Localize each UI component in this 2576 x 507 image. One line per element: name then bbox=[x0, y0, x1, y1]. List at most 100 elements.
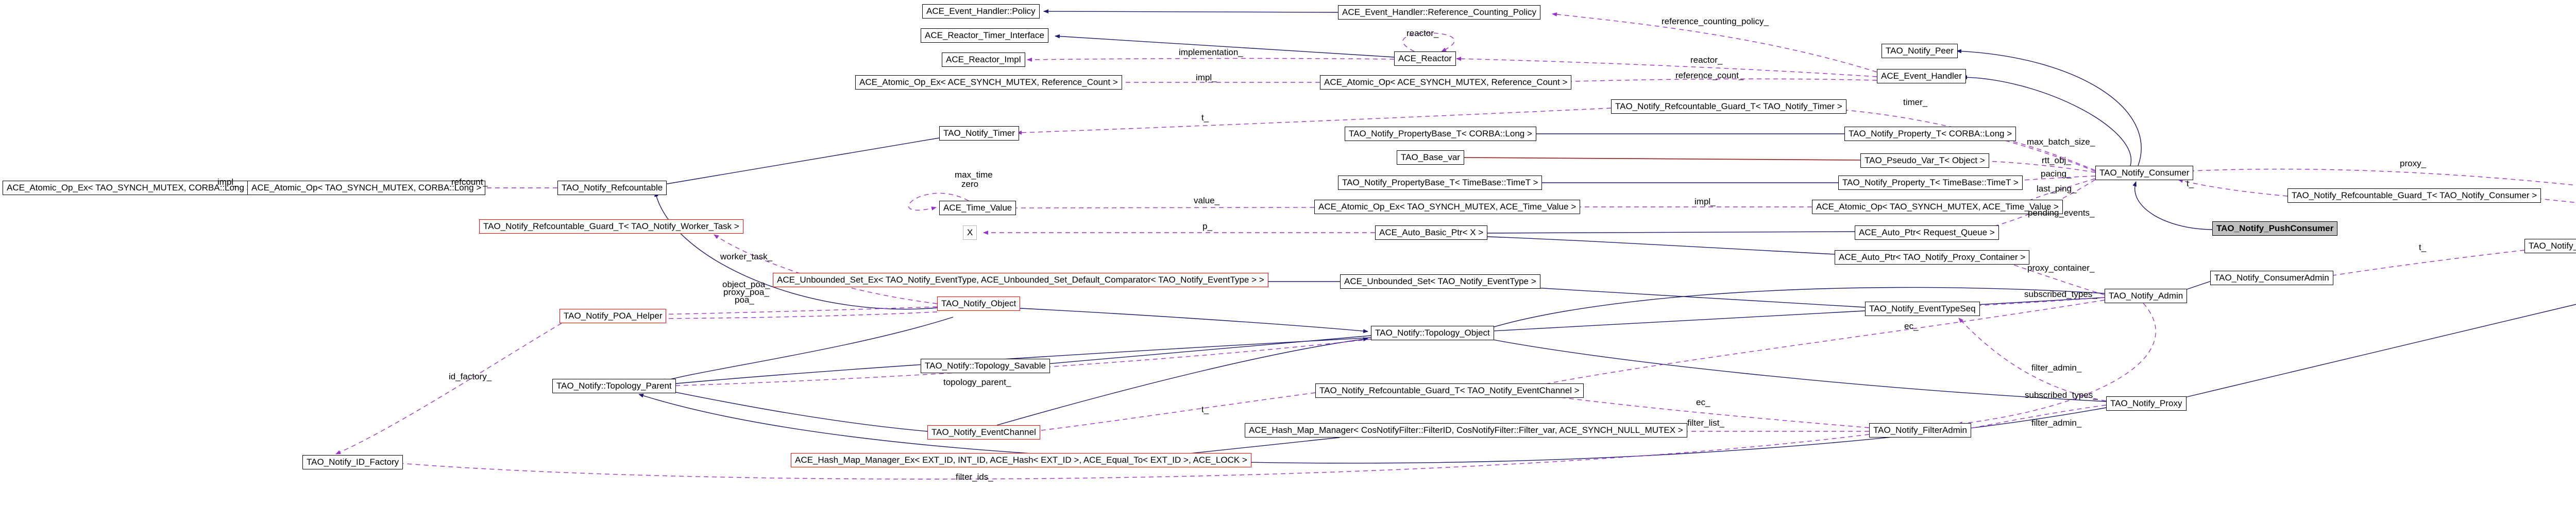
edge-label-filter-ids: filter_ids_ bbox=[956, 472, 993, 482]
node-ace-reactor-impl[interactable]: ACE_Reactor_Impl bbox=[942, 53, 1025, 67]
node-ace-atomic-op-ex-ace-synch-mutex-reference-count[interactable]: ACE_Atomic_Op_Ex< ACE_SYNCH_MUTEX, Refer… bbox=[855, 75, 1122, 90]
edge-object-poa-b bbox=[652, 311, 938, 321]
edge-eventtypeseq-to-unboundedset bbox=[1507, 284, 1866, 308]
node-ace-atomic-op-ex-tao-synch-mutex-ace-time-value[interactable]: ACE_Atomic_Op_Ex< TAO_SYNCH_MUTEX, ACE_T… bbox=[1314, 200, 1581, 214]
edge-label-subscribed-types-a: subscribed_types_ bbox=[2024, 289, 2097, 299]
node-property-timebase-timet[interactable]: TAO_Notify_Property_T< TimeBase::TimeT > bbox=[1838, 176, 2023, 190]
node-ace-auto-ptr-proxy-container[interactable]: ACE_Auto_Ptr< TAO_Notify_Proxy_Container… bbox=[1835, 250, 2030, 265]
node-tao-pseudo-var-object[interactable]: TAO_Pseudo_Var_T< Object > bbox=[1860, 153, 1989, 168]
node-ace-auto-ptr-request-queue[interactable]: ACE_Auto_Ptr< Request_Queue > bbox=[1855, 225, 1999, 240]
edge-admin-ec bbox=[1532, 300, 2105, 388]
node-ace-reactor-timer-interface[interactable]: ACE_Reactor_Timer_Interface bbox=[921, 28, 1048, 43]
edge-label-subscribed-types-b: subscribed_types_ bbox=[2025, 390, 2098, 400]
edge-label-filter-admin-b: filter_admin_ bbox=[2031, 418, 2082, 428]
node-guard-event-channel[interactable]: TAO_Notify_Refcountable_Guard_T< TAO_Not… bbox=[1315, 383, 1584, 398]
edge-label-reactor-loop: reactor_ bbox=[1406, 28, 1439, 38]
edge-object-to-refcountable bbox=[654, 191, 938, 310]
edge-label-ec-a: ec_ bbox=[1904, 321, 1919, 331]
node-topology-parent[interactable]: TAO_Notify::Topology_Parent bbox=[552, 379, 676, 393]
node-guard-timer[interactable]: TAO_Notify_Refcountable_Guard_T< TAO_Not… bbox=[1611, 99, 1846, 114]
edge-label-filter-list: filter_list_ bbox=[1687, 418, 1724, 428]
edge-label-ec-b: ec_ bbox=[1696, 397, 1710, 407]
edge-label-pending-events: pending_events_ bbox=[2028, 208, 2095, 218]
edge-poahelper-id-factory bbox=[335, 323, 562, 454]
edge-autoptr-requestqueue-to-basicptr bbox=[1473, 231, 1855, 235]
edge-timer-to-refcountable bbox=[658, 137, 940, 187]
edge-label-pacing: pacing_ bbox=[2041, 169, 2072, 179]
edge-consumer-max-batch-size bbox=[1989, 134, 2096, 171]
node-ace-event-handler-policy[interactable]: ACE_Event_Handler::Policy bbox=[922, 4, 1040, 19]
node-tao-notify-proxy[interactable]: TAO_Notify_Proxy bbox=[2106, 396, 2187, 411]
edge-label-topology-parent: topology_parent_ bbox=[943, 377, 1011, 387]
node-ace-unbounded-set[interactable]: ACE_Unbounded_Set< TAO_Notify_EventType … bbox=[1340, 274, 1540, 289]
edge-object-poa-a bbox=[652, 306, 938, 317]
edge-filteradmin-ec bbox=[1532, 392, 1870, 428]
edge-pushconsumer-to-consumer bbox=[2132, 181, 2213, 230]
edge-object-to-topologyobject bbox=[1010, 307, 1368, 334]
node-ace-auto-basic-ptr-x[interactable]: ACE_Auto_Basic_Ptr< X > bbox=[1375, 225, 1488, 240]
node-ace-reactor[interactable]: ACE_Reactor bbox=[1394, 51, 1456, 66]
node-tao-notify-consumer[interactable]: TAO_Notify_Consumer bbox=[2095, 166, 2194, 180]
node-tao-base-var[interactable]: TAO_Base_var bbox=[1397, 150, 1464, 165]
edge-label-last-ping: last_ping_ bbox=[2037, 184, 2077, 194]
node-tao-notify-admin[interactable]: TAO_Notify_Admin bbox=[2105, 289, 2188, 303]
node-guard-consumer-admin[interactable]: TAO_Notify_Refcountable_Guard_T< TAO_Not… bbox=[2524, 239, 2576, 253]
edge-label-rtt-obj: rtt_obj_ bbox=[2042, 155, 2071, 165]
node-topology-savable[interactable]: TAO_Notify::Topology_Savable bbox=[921, 359, 1050, 373]
edge-timevalue-self-loop bbox=[908, 193, 969, 211]
edge-label-t-consumer: t_ bbox=[2187, 179, 2194, 188]
node-property-base-timebase-timet[interactable]: TAO_Notify_PropertyBase_T< TimeBase::Tim… bbox=[1338, 176, 1543, 190]
edge-label-t-timer: t_ bbox=[1201, 113, 1209, 123]
edge-label-timer: timer_ bbox=[1903, 97, 1928, 107]
node-ace-time-value[interactable]: ACE_Time_Value bbox=[939, 201, 1016, 215]
edge-label-filter-admin-a: filter_admin_ bbox=[2031, 363, 2082, 373]
edge-label-reference-count: reference_count_ bbox=[1675, 71, 1744, 80]
node-property-base-corba-long[interactable]: TAO_Notify_PropertyBase_T< CORBA::Long > bbox=[1345, 127, 1536, 141]
edge-eventchannel-to-topologyparent bbox=[659, 388, 928, 432]
edge-label-reference-counting-policy: reference_counting_policy_ bbox=[1662, 16, 1769, 26]
node-tao-notify-timer[interactable]: TAO_Notify_Timer bbox=[939, 126, 1019, 141]
node-ace-event-handler-reference-counting-policy[interactable]: ACE_Event_Handler::Reference_Counting_Po… bbox=[1338, 5, 1541, 20]
node-ace-atomic-op-ace-synch-mutex-reference-count[interactable]: ACE_Atomic_Op< ACE_SYNCH_MUTEX, Referenc… bbox=[1320, 75, 1572, 90]
edge-label-max-time: max_time bbox=[955, 170, 993, 180]
node-tao-notify-event-type-seq[interactable]: TAO_Notify_EventTypeSeq bbox=[1865, 302, 1980, 316]
node-ace-atomic-op-tao-synch-mutex-ace-time-value[interactable]: ACE_Atomic_Op< TAO_SYNCH_MUTEX, ACE_Time… bbox=[1812, 200, 2063, 214]
node-tao-notify-id-factory[interactable]: TAO_Notify_ID_Factory bbox=[302, 455, 403, 469]
node-guard-worker-task[interactable]: TAO_Notify_Refcountable_Guard_T< TAO_Not… bbox=[479, 219, 743, 234]
edge-consumeradminguard-t bbox=[2316, 250, 2525, 279]
edge-label-impl-c: impl_ bbox=[217, 177, 239, 187]
edge-label-p: p_ bbox=[1202, 221, 1212, 231]
node-tao-notify-refcountable[interactable]: TAO_Notify_Refcountable bbox=[557, 181, 667, 195]
node-guard-consumer[interactable]: TAO_Notify_Refcountable_Guard_T< TAO_Not… bbox=[2287, 188, 2541, 203]
node-ace-hash-map-manager-ex[interactable]: ACE_Hash_Map_Manager_Ex< EXT_ID, INT_ID,… bbox=[791, 453, 1251, 467]
edge-label-proxy: proxy_ bbox=[2400, 159, 2427, 168]
node-ace-event-handler[interactable]: ACE_Event_Handler bbox=[1877, 69, 1966, 83]
node-ace-unbounded-set-ex[interactable]: ACE_Unbounded_Set_Ex< TAO_Notify_EventTy… bbox=[773, 273, 1268, 287]
node-topology-object[interactable]: TAO_Notify::Topology_Object bbox=[1371, 326, 1494, 340]
node-tao-notify-event-channel[interactable]: TAO_Notify_EventChannel bbox=[927, 425, 1040, 440]
edge-proxy-to-topologyobject bbox=[1482, 336, 2107, 402]
edge-autoptr-proxycontainer-to-basicptr bbox=[1473, 234, 1835, 255]
edge-object-to-topologyparent bbox=[660, 317, 954, 383]
edge-refcountingpolicy-to-policy bbox=[1043, 9, 1338, 14]
node-property-corba-long[interactable]: TAO_Notify_Property_T< CORBA::Long > bbox=[1844, 127, 2016, 141]
edge-admin-filter-admin bbox=[1957, 303, 2156, 426]
node-tao-notify-poa-helper[interactable]: TAO_Notify_POA_Helper bbox=[560, 309, 667, 323]
edge-label-reactor: reactor_ bbox=[1690, 55, 1723, 65]
node-tao-notify-consumer-admin[interactable]: TAO_Notify_ConsumerAdmin bbox=[2210, 271, 2333, 285]
edge-reactor-implementation bbox=[1027, 57, 1395, 62]
node-ace-hash-map-manager[interactable]: ACE_Hash_Map_Manager< CosNotifyFilter::F… bbox=[1245, 423, 1687, 438]
edge-timerguard-t bbox=[1016, 108, 1612, 135]
node-ace-atomic-op-ex-tao-synch-mutex-corba-long[interactable]: ACE_Atomic_Op_Ex< TAO_SYNCH_MUTEX, CORBA… bbox=[3, 181, 256, 195]
edge-reference-counting-policy bbox=[1552, 12, 1877, 73]
node-tao-notify-object[interactable]: TAO_Notify_Object bbox=[937, 296, 1021, 311]
edge-consumerguard-t bbox=[2178, 179, 2288, 197]
node-ace-atomic-op-tao-synch-mutex-corba-long[interactable]: ACE_Atomic_Op< TAO_SYNCH_MUTEX, CORBA::L… bbox=[247, 181, 486, 195]
edge-label-proxy-poa: proxy_poa_ bbox=[723, 287, 769, 297]
edge-label-impl-b: impl_ bbox=[1694, 197, 1716, 206]
node-tao-notify-filter-admin[interactable]: TAO_Notify_FilterAdmin bbox=[1869, 423, 1972, 438]
edge-consumer-to-eventhandler bbox=[1962, 75, 2132, 166]
node-tao-notify-peer[interactable]: TAO_Notify_Peer bbox=[1882, 44, 1958, 58]
edge-label-zero: zero bbox=[961, 179, 979, 189]
